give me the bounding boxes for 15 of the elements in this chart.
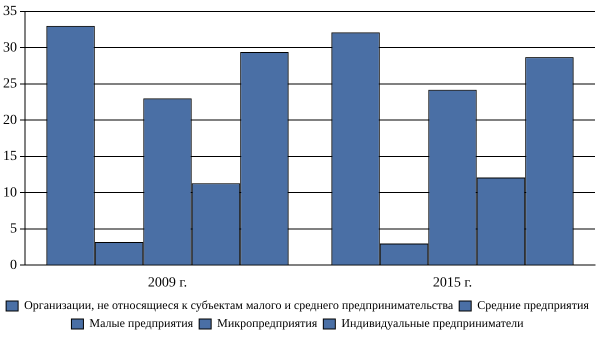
legend-label: Микропредприятия <box>217 316 318 330</box>
y-tick-label: 0 <box>10 258 17 273</box>
legend-label: Малые предприятия <box>89 316 194 330</box>
x-tick-label: 2015 г. <box>432 275 472 290</box>
legend-label: Организации, не относящиеся к субъектам малого и среднего предпринимательства <box>24 298 454 312</box>
y-tick-label: 35 <box>3 4 17 20</box>
y-tick-label: 25 <box>3 76 17 92</box>
y-tick-label: 15 <box>3 149 17 164</box>
x-tick-label: 2009 г. <box>148 275 188 290</box>
legend-label: Индивидуальные предприниматели <box>341 316 524 330</box>
y-tick-label: 20 <box>3 112 17 128</box>
y-tick-label: 5 <box>10 222 17 237</box>
y-tick-label: 10 <box>3 185 17 200</box>
legend-label: Средние предприятия <box>477 298 590 312</box>
y-tick-label: 30 <box>3 40 17 56</box>
